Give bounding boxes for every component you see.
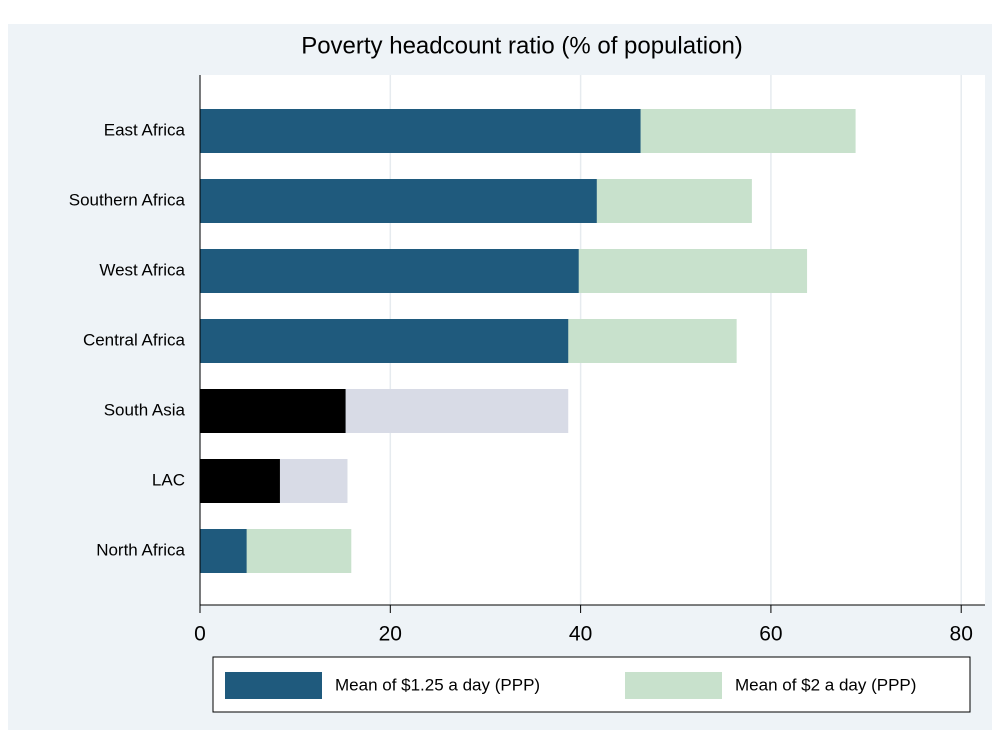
legend [212, 656, 971, 713]
x-tick-label: 80 [950, 623, 973, 646]
bar [200, 109, 641, 153]
y-tick-label: East Africa [104, 120, 186, 139]
legend-swatch [225, 672, 322, 699]
bar [200, 459, 280, 503]
x-tick-label: 40 [569, 623, 592, 646]
bar [200, 389, 346, 433]
y-tick-label: Central Africa [83, 330, 186, 349]
bar [200, 529, 247, 573]
x-tick-label: 20 [379, 623, 402, 646]
bar [200, 249, 579, 293]
y-tick-label: Southern Africa [69, 190, 186, 209]
legend-label: Mean of $1.25 a day (PPP) [335, 675, 540, 694]
legend-label: Mean of $2 a day (PPP) [735, 675, 916, 694]
chart-title: Poverty headcount ratio (% of population… [301, 32, 743, 59]
legend-swatch [625, 672, 722, 699]
x-tick-label: 0 [194, 623, 206, 646]
y-tick-label: LAC [152, 470, 185, 489]
y-tick-label: South Asia [104, 400, 186, 419]
y-tick-label: North Africa [96, 540, 185, 559]
y-tick-label: West Africa [99, 260, 185, 279]
x-tick-label: 60 [759, 623, 782, 646]
bar [200, 319, 569, 363]
bar [200, 179, 597, 223]
